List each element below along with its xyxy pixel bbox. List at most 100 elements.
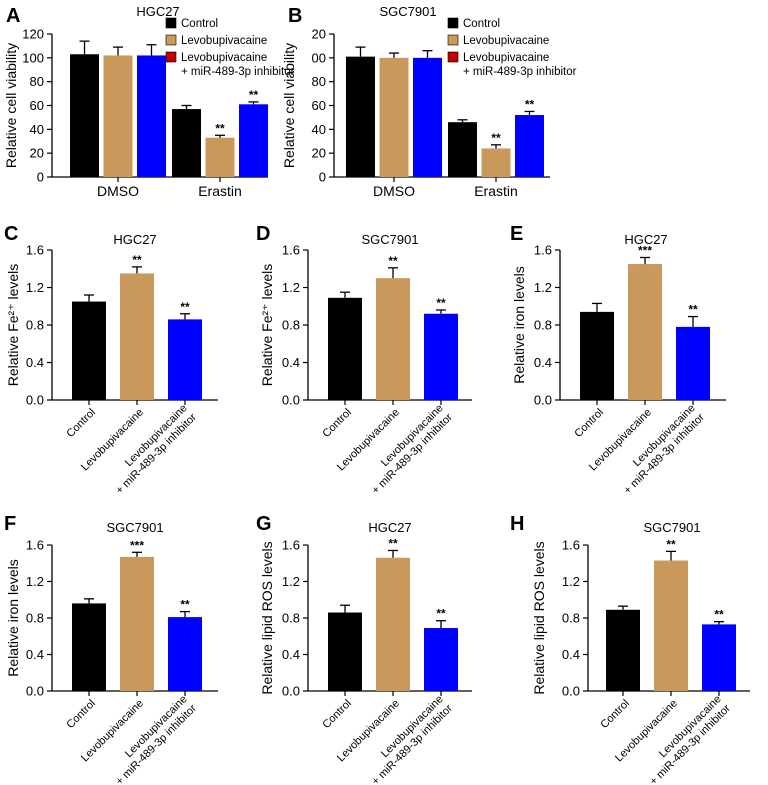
y-tick-label: 1.2 [282, 280, 300, 295]
x-category-label: Control [320, 697, 354, 731]
panel-letter: F [4, 513, 16, 535]
y-tick-label: 40 [30, 122, 44, 137]
y-tick-label: 60 [30, 98, 44, 113]
bar [205, 137, 235, 177]
legend-label: Levobupivacaine [463, 52, 549, 64]
y-tick-label: 0 [319, 170, 326, 185]
x-category-label: Control [64, 406, 98, 440]
bar [606, 609, 640, 691]
bar [239, 104, 268, 177]
y-tick-label: 0.8 [282, 318, 300, 333]
chart-title: HGC27 [113, 232, 156, 247]
y-axis-label: Relative iron levels [511, 266, 527, 384]
y-tick-label: 0.8 [534, 318, 552, 333]
y-tick-label: 1.2 [26, 280, 44, 295]
significance-label: ** [132, 253, 142, 267]
significance-label: ** [388, 536, 398, 550]
y-tick-label: 0 [37, 170, 44, 185]
chart-title: HGC27 [136, 4, 179, 19]
legend-b: Control Levobupivacaine Levobupivacaine + m… [447, 17, 577, 78]
bar [328, 612, 362, 691]
y-axis-label: Relative Fe²⁺ levels [5, 264, 21, 387]
y-tick-label: 0.0 [26, 393, 44, 408]
x-category-label-line: Control [64, 406, 98, 440]
legend-label: Levobupivacaine [463, 35, 549, 47]
legend-label: + miR-489-3p inhibitor [181, 66, 295, 78]
significance-label: ** [249, 88, 259, 102]
bar [424, 628, 458, 691]
panel-f: F SGC7901 0.0 0.4 0.8 1.2 1.6 Relative iron lev… [4, 513, 218, 785]
bar [72, 301, 106, 400]
y-tick-label: 20 [30, 146, 44, 161]
x-category-label: Levobupivacaine+ miR-489-3p inhibitor [612, 402, 707, 497]
bar [580, 311, 614, 400]
x-category-label-line: Control [320, 697, 354, 731]
y-tick-label: 1.2 [534, 280, 552, 295]
bar [376, 278, 410, 400]
chart-title: HGC27 [624, 232, 667, 247]
y-tick-label: 1.6 [282, 538, 300, 553]
significance-label: *** [638, 244, 652, 258]
bar [120, 556, 154, 691]
x-category-label: Erastin [474, 183, 518, 199]
y-tick-label: 1.6 [26, 243, 44, 258]
significance-label: ** [688, 303, 698, 317]
significance-label: ** [436, 296, 446, 310]
y-tick-label: 0.8 [562, 611, 580, 626]
x-category-label-line: Control [64, 697, 98, 731]
x-category-label: Erastin [198, 183, 242, 199]
y-tick-label: 0.0 [282, 393, 300, 408]
bar [628, 264, 662, 400]
bar [413, 57, 442, 178]
bar [515, 115, 544, 177]
x-category-label: Levobupivacaine+ miR-489-3p inhibitor [638, 693, 733, 785]
y-tick-label: 1.6 [282, 243, 300, 258]
bar [72, 603, 106, 691]
y-tick-label: 00 [312, 50, 326, 65]
significance-label: ** [180, 598, 190, 612]
legend-swatch [447, 34, 459, 46]
x-category-label: Control [572, 406, 606, 440]
y-tick-label: 0.4 [26, 355, 44, 370]
panel-g: G HGC27 0.0 0.4 0.8 1.2 1.6 Relative lipid ROS … [256, 513, 472, 785]
legend-swatch [165, 17, 177, 29]
y-tick-label: 0.8 [26, 318, 44, 333]
x-category-label: Levobupivacaine+ miR-489-3p inhibitor [104, 402, 199, 497]
bar [168, 617, 202, 691]
chart-title: SGC7901 [361, 232, 418, 247]
legend-a: Control Levobupivacaine Levobupivacaine + m… [165, 17, 295, 78]
bar [346, 56, 375, 178]
panel-h: H SGC7901 0.0 0.4 0.8 1.2 1.6 Relative lipid RO… [510, 513, 750, 785]
y-tick-label: 40 [312, 122, 326, 137]
bar [120, 273, 154, 400]
x-category-label: Control [320, 406, 354, 440]
significance-label: ** [215, 121, 225, 135]
y-axis-label: Relative cell viability [3, 43, 19, 168]
x-category-label-line: Control [572, 406, 606, 440]
y-axis-label: Relative lipid ROS levels [259, 541, 275, 694]
x-category-label-line: Control [320, 406, 354, 440]
y-tick-label: 0.0 [26, 684, 44, 699]
legend-label: Control [181, 18, 218, 30]
x-category-label: Levobupivacaine+ miR-489-3p inhibitor [360, 402, 455, 497]
panel-letter: A [6, 5, 20, 27]
bar [168, 319, 202, 400]
significance-label: ** [491, 131, 501, 145]
significance-label: ** [666, 537, 676, 551]
bar [424, 313, 458, 400]
panel-letter: D [256, 223, 270, 245]
legend-swatch [165, 34, 177, 46]
bar [481, 148, 511, 177]
bar [172, 109, 201, 177]
y-tick-label: 0.0 [562, 684, 580, 699]
x-category-label: DMSO [373, 183, 415, 199]
chart-title: SGC7901 [643, 520, 700, 535]
y-tick-label: 0.4 [282, 647, 300, 662]
chart-title: HGC27 [368, 520, 411, 535]
panel-e: E HGC27 0.0 0.4 0.8 1.2 1.6 Relative iron level… [510, 223, 726, 497]
y-axis-label: Relative iron levels [5, 559, 21, 677]
panel-letter: H [510, 513, 524, 535]
bar [654, 560, 688, 691]
